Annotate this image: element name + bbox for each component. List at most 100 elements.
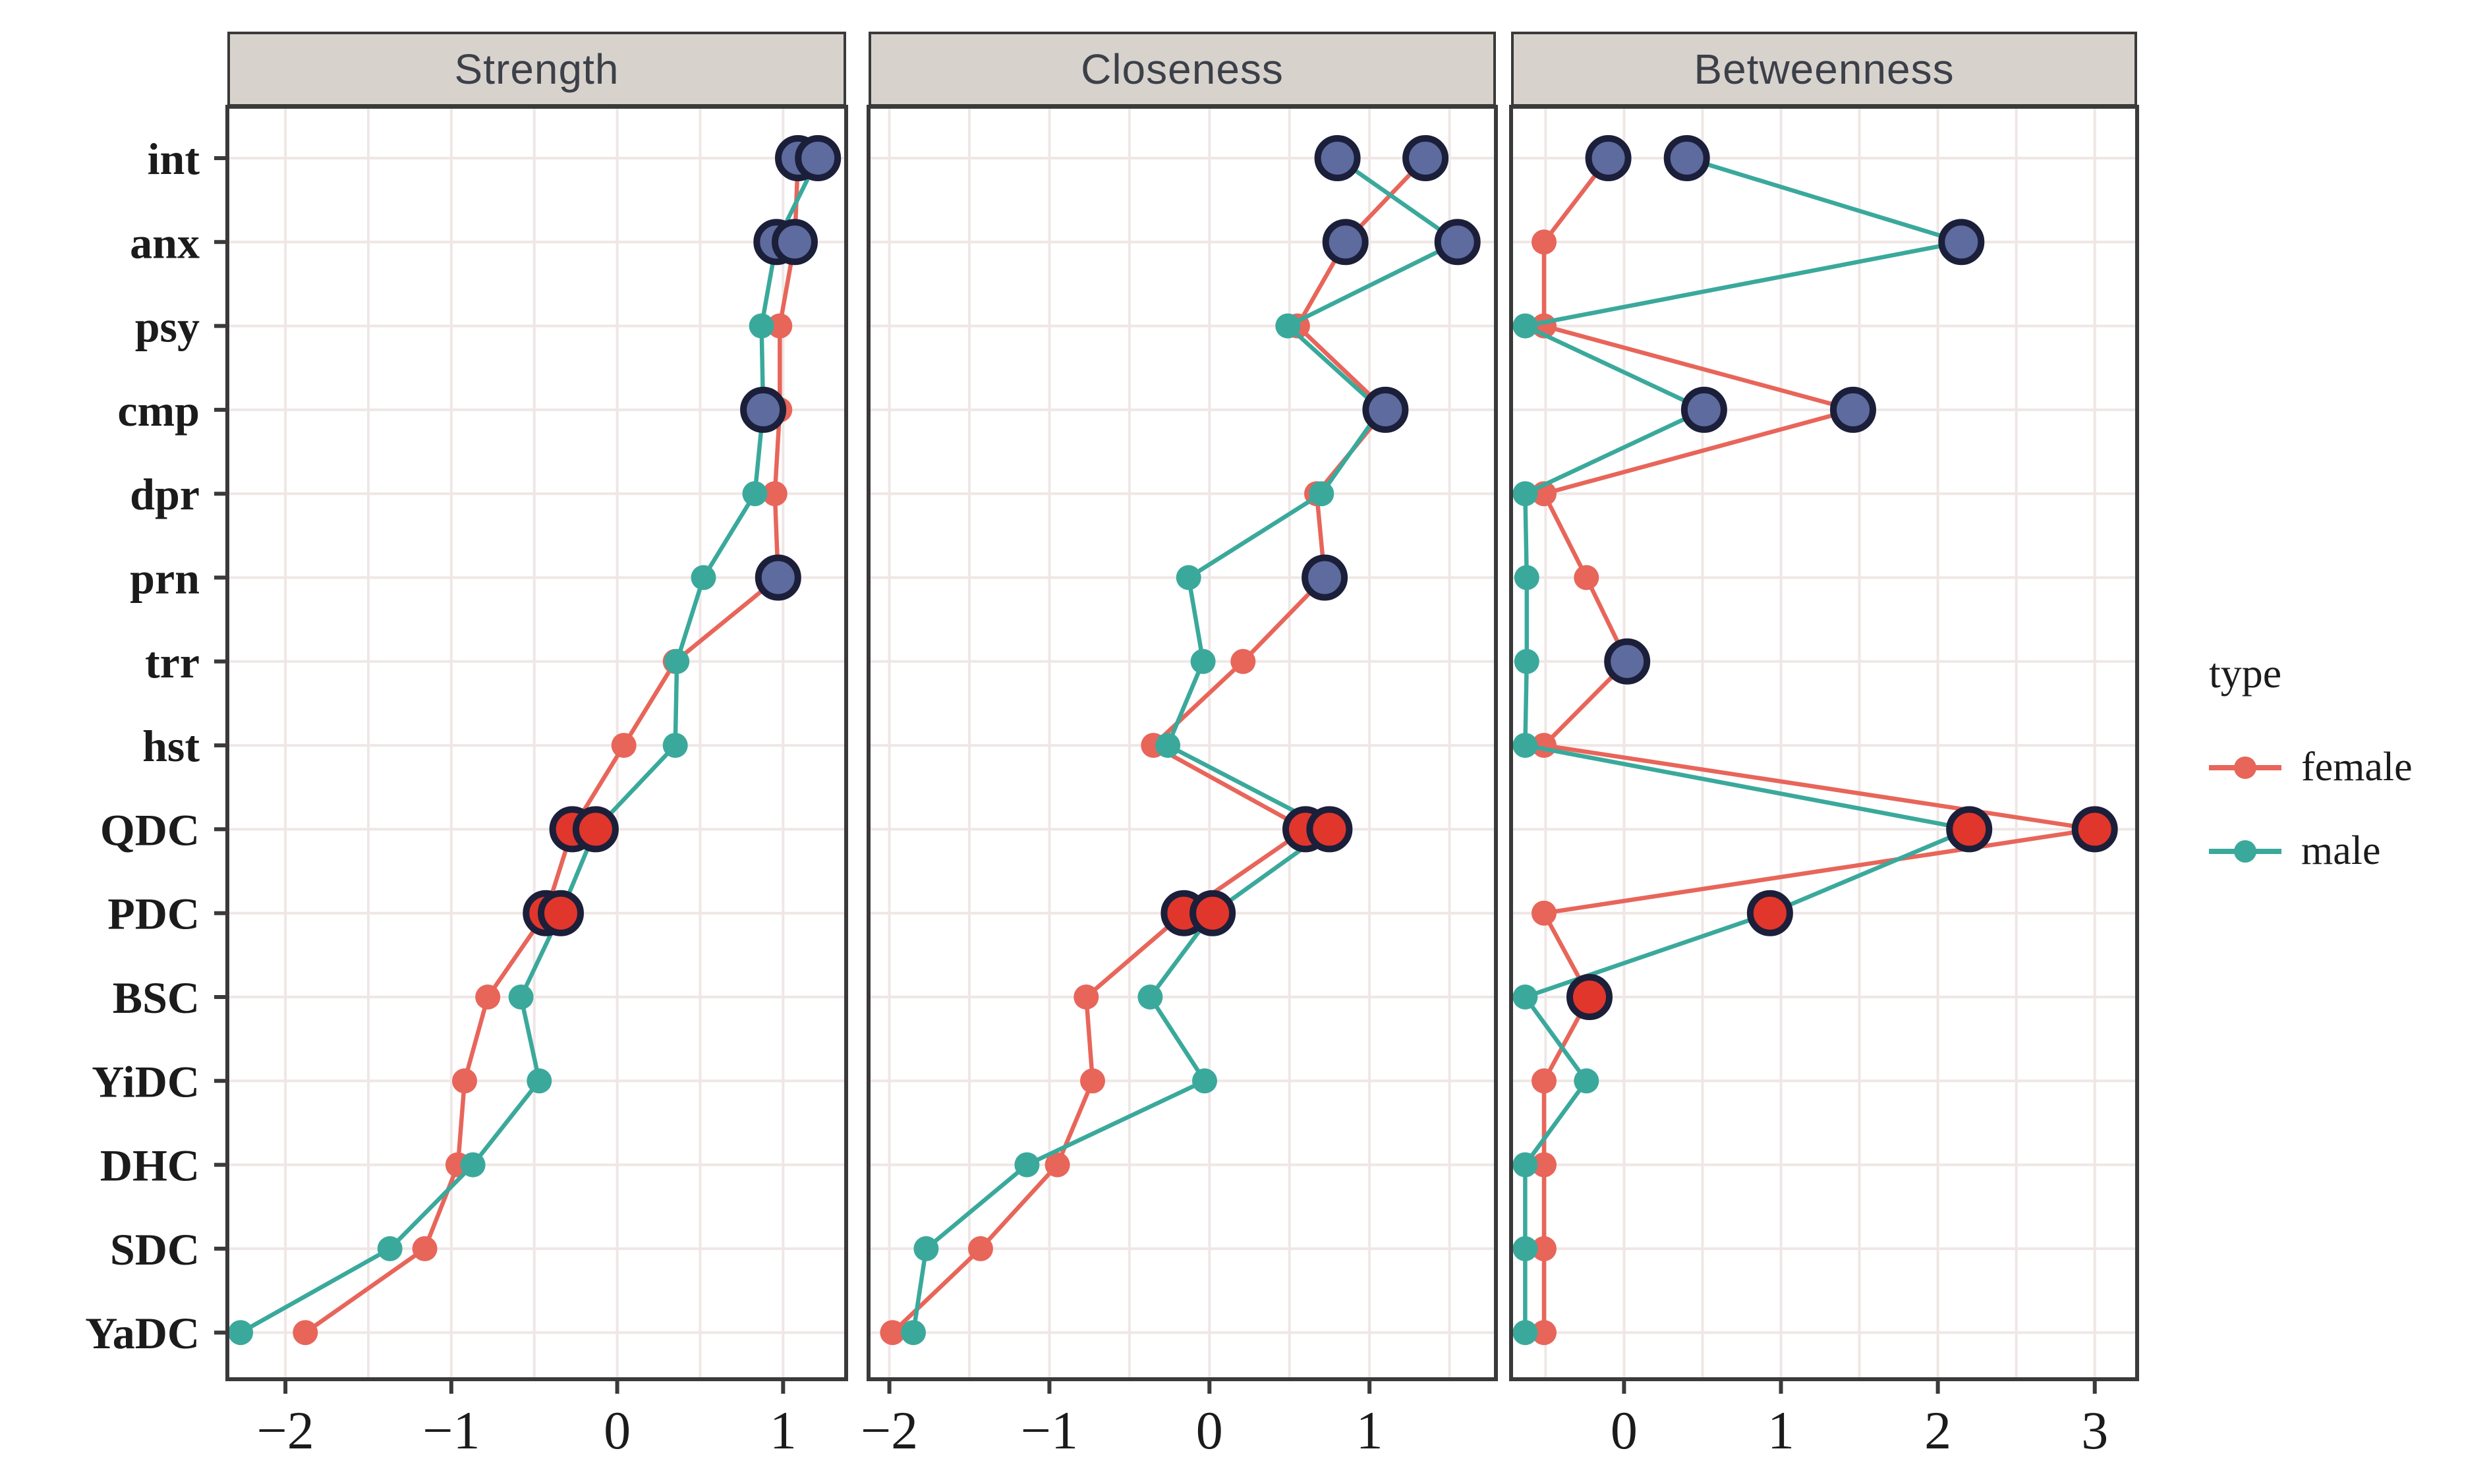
highlight-prn-female <box>1302 554 1348 601</box>
highlight-anx-female <box>1322 219 1369 266</box>
female-point-DHC <box>1045 1152 1070 1178</box>
male-point-prn <box>1514 565 1539 590</box>
female-point-BSC <box>1074 985 1099 1010</box>
female-point-hst <box>611 733 637 758</box>
female-point-SDC <box>412 1236 438 1261</box>
female-point-prn <box>1574 565 1599 590</box>
x-tick-label: 1 <box>1356 1400 1383 1460</box>
male-point-YiDC <box>1574 1068 1599 1094</box>
y-label-YaDC: YaDC <box>85 1308 200 1358</box>
female-point-BSC <box>475 985 501 1010</box>
male-point-DHC <box>460 1152 486 1178</box>
male-point-dpr <box>742 481 768 507</box>
male-point-trr <box>1514 648 1539 674</box>
y-label-cmp: cmp <box>117 385 200 436</box>
highlight-QDC-female <box>2071 806 2118 853</box>
male-point-hst <box>1512 733 1538 758</box>
highlight-cmp-female <box>1362 386 1409 433</box>
highlight-int-male <box>1314 135 1361 181</box>
y-label-PDC: PDC <box>107 889 200 939</box>
male-line-point-glyph <box>2209 840 2281 863</box>
male-point-hst <box>662 733 688 758</box>
male-point-prn <box>691 565 716 590</box>
y-label-prn: prn <box>130 554 200 604</box>
y-label-anx: anx <box>130 217 200 268</box>
male-point-YiDC <box>1192 1068 1217 1094</box>
x-tick-label: −2 <box>256 1400 314 1460</box>
highlight-cmp-male <box>1680 386 1727 433</box>
male-point-dpr <box>1309 481 1334 507</box>
male-point-DHC <box>1512 1152 1538 1178</box>
highlight-PDC-male <box>1746 890 1793 936</box>
legend-label-male: male <box>2301 828 2381 873</box>
highlight-anx-male <box>1434 219 1481 266</box>
facet-header-closeness: Closeness <box>869 32 1496 107</box>
highlight-PDC-male <box>538 890 584 936</box>
male-point-DHC <box>1014 1152 1040 1178</box>
x-tick-label: 1 <box>1767 1400 1794 1460</box>
female-point-DHC <box>1532 1152 1557 1178</box>
legend: type female male <box>2209 649 2413 911</box>
female-point-YaDC <box>880 1320 905 1346</box>
male-point-trr <box>1190 648 1216 674</box>
male-point-psy <box>1275 313 1301 339</box>
female-line-point-glyph <box>2209 756 2281 779</box>
female-point-YiDC <box>452 1068 477 1094</box>
y-label-int: int <box>148 134 200 184</box>
highlight-BSC-female <box>1566 974 1613 1020</box>
y-label-dpr: dpr <box>130 469 200 519</box>
female-point-SDC <box>968 1236 993 1261</box>
highlight-cmp-female <box>1830 386 1876 433</box>
highlight-trr-female <box>1604 638 1651 685</box>
y-label-psy: psy <box>135 302 200 352</box>
x-tick-label: 1 <box>770 1400 797 1460</box>
highlight-QDC-male <box>572 806 619 853</box>
panel-strength: −2 −1 0 1 <box>225 105 848 1460</box>
male-point-BSC <box>1512 985 1538 1010</box>
legend-item-male: male <box>2209 828 2413 874</box>
y-label-YiDC: YiDC <box>92 1056 200 1106</box>
highlight-QDC-male <box>1306 806 1353 853</box>
highlight-anx-male <box>1938 219 1985 266</box>
legend-label-female: female <box>2301 745 2413 789</box>
x-tick-label: 0 <box>1611 1400 1638 1460</box>
male-point-psy <box>749 313 774 339</box>
female-point-SDC <box>1532 1236 1557 1261</box>
male-point-trr <box>664 648 690 674</box>
highlight-int-female <box>1585 135 1632 181</box>
y-label-DHC: DHC <box>100 1141 200 1191</box>
x-tick-label: −1 <box>1021 1400 1078 1460</box>
highlight-cmp-male <box>740 386 787 433</box>
female-point-YaDC <box>293 1320 318 1346</box>
male-point-YaDC <box>1512 1320 1538 1346</box>
y-label-trr: trr <box>145 637 200 687</box>
panel-closeness: −2 −1 0 1 <box>861 105 1498 1460</box>
x-tick-label: 3 <box>2081 1400 2108 1460</box>
female-point-YiDC <box>1080 1068 1105 1094</box>
male-point-hst <box>1155 733 1181 758</box>
facet-title-closeness: Closeness <box>1081 45 1284 93</box>
highlight-int-male <box>795 135 842 181</box>
female-point-YiDC <box>1532 1068 1557 1094</box>
male-point-dpr <box>1512 481 1538 507</box>
highlight-anx-female <box>772 219 818 266</box>
male-point-BSC <box>1137 985 1163 1010</box>
highlight-QDC-male <box>1946 806 1993 853</box>
female-point-PDC <box>1532 900 1557 926</box>
facet-header-betweenness: Betweenness <box>1511 32 2137 107</box>
highlight-PDC-male <box>1189 890 1236 936</box>
highlight-int-female <box>1402 135 1449 181</box>
male-point-SDC <box>1512 1236 1538 1261</box>
facet-title-strength: Strength <box>454 45 619 93</box>
x-tick-label: −2 <box>861 1400 918 1460</box>
legend-item-female: female <box>2209 744 2413 791</box>
female-point-YaDC <box>1532 1320 1557 1346</box>
male-point-YaDC <box>901 1320 926 1346</box>
legend-title: type <box>2209 650 2282 697</box>
female-point-psy <box>767 313 793 339</box>
male-point-prn <box>1176 565 1201 590</box>
panel-betweenness: 0 1 2 3 <box>1509 105 2139 1460</box>
female-point-dpr <box>762 481 787 507</box>
